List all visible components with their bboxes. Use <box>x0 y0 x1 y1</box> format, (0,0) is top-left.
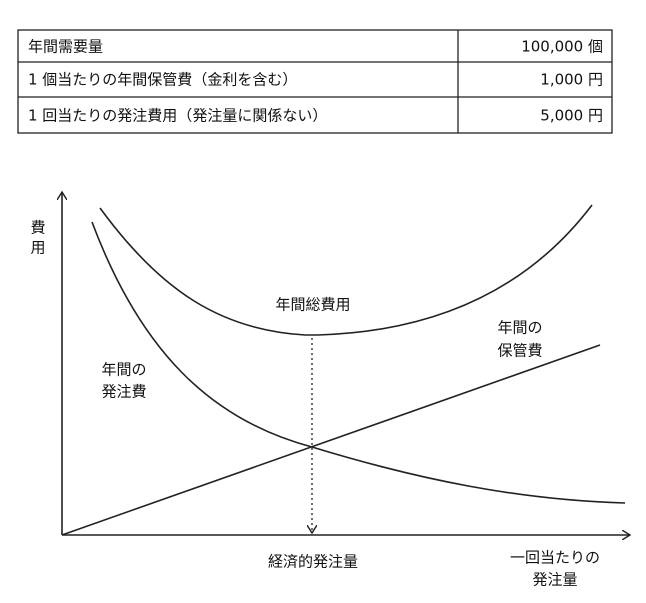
table-cell: 1,000 円 <box>540 71 603 89</box>
y-axis-label: 費 <box>30 219 45 237</box>
eoq-diagram: 費 用 年間総費用 年間の 発注費 年間の 保管費 経済的発注量 一回当たりの … <box>30 192 630 589</box>
y-axis-label: 用 <box>30 239 45 257</box>
holding-cost-label: 保管費 <box>497 342 542 360</box>
holding-cost-label: 年間の <box>497 319 542 337</box>
table-border <box>17 29 613 134</box>
table-cell: 5,000 円 <box>540 107 603 125</box>
ordering-cost-curve <box>91 221 626 504</box>
eoq-label: 経済的発注量 <box>268 553 358 571</box>
cost-table: 年間需要量 100,000 個 1 個当たりの年間保管費（金利を含む） 1,00… <box>17 29 613 134</box>
x-axis-label: 一回当たりの <box>510 549 600 567</box>
ordering-cost-label: 発注費 <box>101 383 146 401</box>
table-cell: 1 回当たりの発注費用（発注量に関係ない） <box>28 107 327 125</box>
table-cell: 年間需要量 <box>28 38 103 56</box>
table-cell: 1 個当たりの年間保管費（金利を含む） <box>28 71 297 89</box>
table-cell: 100,000 個 <box>521 38 603 56</box>
total-cost-curve <box>99 204 593 336</box>
ordering-cost-label: 年間の <box>101 361 146 379</box>
holding-cost-line <box>61 344 601 536</box>
x-axis-label: 発注量 <box>532 571 577 589</box>
total-cost-label: 年間総費用 <box>275 296 350 314</box>
